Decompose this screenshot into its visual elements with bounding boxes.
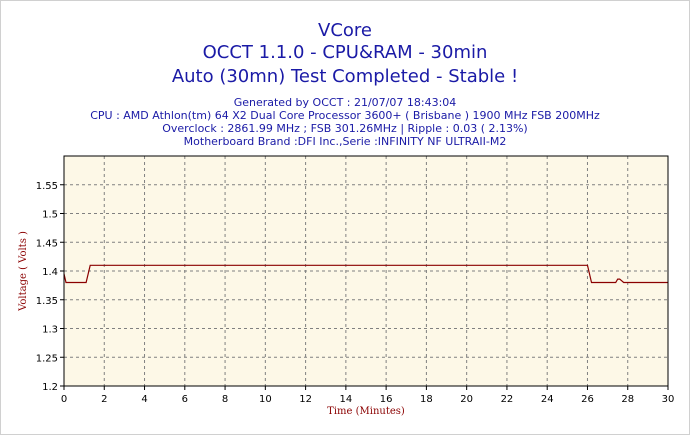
x-tick-label: 2 [101, 394, 107, 405]
x-axis-label: Time (Minutes) [327, 406, 405, 417]
x-tick-label: 26 [581, 394, 594, 405]
x-tick-label: 20 [460, 394, 473, 405]
cpu-info: CPU : AMD Athlon(tm) 64 X2 Dual Core Pro… [90, 109, 600, 122]
motherboard-info: Motherboard Brand :DFI Inc.,Serie :INFIN… [183, 135, 507, 148]
test-status: Auto (30mn) Test Completed - Stable ! [171, 66, 519, 87]
x-tick-label: 28 [621, 394, 634, 405]
y-axis-label: Voltage ( Volts ) [18, 231, 29, 312]
vcore-series-line [63, 264, 668, 284]
overclock-info: Overclock : 2861.99 MHz ; FSB 301.26MHz … [162, 122, 528, 135]
x-tick-label: 30 [662, 394, 675, 405]
generated-info: Generated by OCCT : 21/07/07 18:43:04 [233, 96, 457, 109]
chart-subtitle: OCCT 1.1.0 - CPU&RAM - 30min [202, 42, 488, 63]
y-tick-label: 1.55 [36, 181, 58, 192]
y-axis-ticks: 1.2 1.25 1.3 1.35 1.4 1.45 1.5 1.55 [36, 181, 64, 393]
y-tick-label: 1.45 [36, 238, 58, 249]
y-tick-label: 1.2 [42, 382, 58, 393]
x-tick-label: 12 [299, 394, 312, 405]
y-tick-label: 1.35 [36, 296, 58, 307]
x-tick-label: 6 [182, 394, 188, 405]
y-tick-label: 1.25 [36, 353, 58, 364]
x-tick-label: 14 [339, 394, 352, 405]
y-tick-label: 1.4 [42, 267, 58, 278]
x-tick-label: 18 [420, 394, 433, 405]
x-tick-label: 24 [541, 394, 554, 405]
y-tick-label: 1.3 [42, 325, 58, 336]
x-tick-label: 22 [501, 394, 514, 405]
x-tick-label: 0 [61, 394, 67, 405]
x-tick-label: 4 [141, 394, 147, 405]
chart-title: VCore [318, 20, 372, 41]
x-axis-ticks: 0 2 4 6 8 10 12 14 16 18 20 22 24 26 28 30 [61, 386, 675, 405]
x-tick-label: 8 [222, 394, 228, 405]
plot-border [63, 155, 669, 387]
x-tick-label: 16 [380, 394, 393, 405]
y-tick-label: 1.5 [42, 210, 58, 221]
grid-lines [64, 156, 668, 387]
x-tick-label: 10 [259, 394, 272, 405]
